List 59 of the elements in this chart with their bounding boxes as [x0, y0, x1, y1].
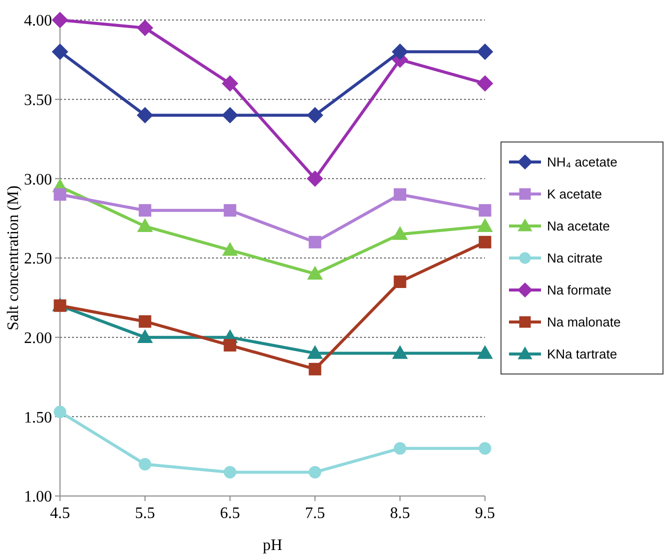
x-tick-label: 5.5 — [135, 505, 155, 522]
point — [478, 346, 492, 359]
point — [392, 44, 408, 60]
point — [222, 76, 238, 92]
y-tick-label: 1.00 — [24, 488, 52, 506]
point — [138, 458, 152, 471]
point — [138, 330, 152, 344]
y-tick-label: 2.50 — [24, 250, 52, 268]
point — [52, 44, 68, 60]
x-tick-label: 6.5 — [220, 505, 240, 522]
y-tick-label: 2.00 — [24, 330, 52, 347]
point — [222, 107, 238, 124]
point — [478, 442, 492, 455]
point — [224, 339, 236, 352]
point — [394, 276, 406, 288]
y-tick-label: 4.00 — [24, 12, 52, 30]
y-tick-label: 1.50 — [24, 409, 52, 426]
point — [478, 236, 492, 248]
point — [394, 188, 406, 201]
legend-label: K acetate — [547, 186, 602, 202]
legend-label: Na acetate — [547, 218, 610, 234]
point — [308, 466, 322, 478]
point — [478, 204, 492, 217]
y-tick-label: 3.50 — [24, 92, 52, 109]
x-tick-label: 9.5 — [475, 505, 495, 522]
point — [137, 107, 153, 124]
point — [308, 266, 322, 280]
point — [392, 226, 408, 240]
y-axis-title: Salt concentration (M) — [5, 186, 22, 330]
legend-label: Na formate — [547, 282, 612, 298]
point — [138, 315, 152, 328]
point — [307, 170, 323, 187]
point — [224, 204, 236, 217]
point — [307, 107, 323, 124]
point — [52, 12, 68, 28]
point — [54, 406, 66, 418]
point — [392, 346, 408, 359]
point — [477, 44, 493, 60]
legend-label: Na malonate — [547, 314, 621, 330]
x-axis-title: pH — [262, 537, 283, 554]
x-tick-label: 8.5 — [390, 505, 410, 522]
point — [54, 188, 66, 201]
point — [308, 346, 322, 359]
legend-label: NH₄ acetate — [547, 154, 618, 170]
point — [222, 242, 238, 256]
point — [138, 218, 152, 232]
x-tick-label: 4.5 — [50, 505, 70, 522]
point — [308, 236, 322, 248]
point — [394, 442, 406, 455]
point — [478, 218, 492, 232]
point — [224, 466, 236, 478]
legend-label: Na citrate — [547, 250, 603, 266]
point — [308, 362, 322, 376]
x-tick-label: 7.5 — [305, 505, 325, 522]
y-tick-label: 3.00 — [24, 171, 52, 188]
legend-label: KNa tartrate — [547, 346, 618, 362]
point — [137, 20, 153, 36]
point — [138, 204, 152, 217]
point — [477, 76, 493, 92]
